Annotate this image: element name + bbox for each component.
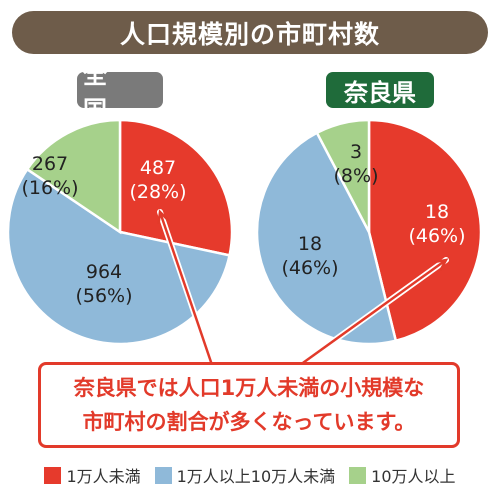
slice-10k-100k bbox=[6, 167, 232, 346]
slice-percent-label: (46%) bbox=[408, 225, 465, 247]
legend-item-10k-100k: 1万人以上10万人未満 bbox=[154, 463, 336, 487]
slice-10k-100k bbox=[255, 131, 398, 346]
slice-over-100k bbox=[25, 118, 122, 235]
slice-percent-label: (46%) bbox=[281, 257, 338, 279]
slice-value-label: 18 bbox=[425, 201, 449, 223]
callout-pointer bbox=[299, 258, 447, 367]
slice-percent-label: (16%) bbox=[21, 177, 78, 199]
legend-swatch bbox=[154, 466, 172, 484]
slice-percent-label: (56%) bbox=[75, 285, 132, 307]
legend-item-under-10k: 1万人未満 bbox=[44, 463, 141, 487]
callout-arrowhead bbox=[433, 258, 449, 272]
callout-line-2: 市町村の割合が多くなっています。 bbox=[82, 410, 416, 434]
legend-swatch bbox=[44, 466, 62, 484]
slice-percent-label: (8%) bbox=[334, 165, 379, 187]
chart-title: 人口規模別の市町村数 bbox=[12, 11, 488, 54]
slice-percent-label: (28%) bbox=[129, 181, 186, 203]
legend: 1万人未満 1万人以上10万人未満 10万人以上 bbox=[0, 460, 500, 490]
callout-line-1: 奈良県では人口1万人未満の小規模な bbox=[73, 376, 425, 400]
slice-under-10k bbox=[367, 118, 483, 343]
callout-pointer bbox=[158, 211, 214, 366]
slice-value-label: 964 bbox=[86, 261, 122, 283]
legend-label: 10万人以上 bbox=[371, 467, 456, 486]
callout-box: 奈良県では人口1万人未満の小規模な 市町村の割合が多くなっています。 bbox=[38, 362, 460, 448]
legend-label: 1万人以上10万人未満 bbox=[176, 467, 336, 486]
legend-item-over-100k: 10万人以上 bbox=[349, 463, 456, 487]
legend-swatch bbox=[349, 466, 367, 484]
slice-value-label: 3 bbox=[350, 141, 362, 163]
pie-national: 487(28%) 964(56%) 267(16%) bbox=[6, 118, 234, 346]
pie-nara: 18(46%)18(46%)3(8%) bbox=[255, 118, 483, 346]
slice-value-label: 487 bbox=[140, 157, 176, 179]
legend-label: 1万人未満 bbox=[66, 467, 141, 486]
callout-pointers bbox=[157, 209, 449, 368]
slice-value-label: 267 bbox=[32, 153, 68, 175]
slice-value-label: 18 bbox=[298, 233, 322, 255]
pie-nara-title: 奈良県 bbox=[326, 72, 434, 108]
callout-arrowhead bbox=[157, 209, 170, 225]
slice-over-100k bbox=[315, 118, 371, 233]
slice-under-10k bbox=[118, 118, 234, 257]
